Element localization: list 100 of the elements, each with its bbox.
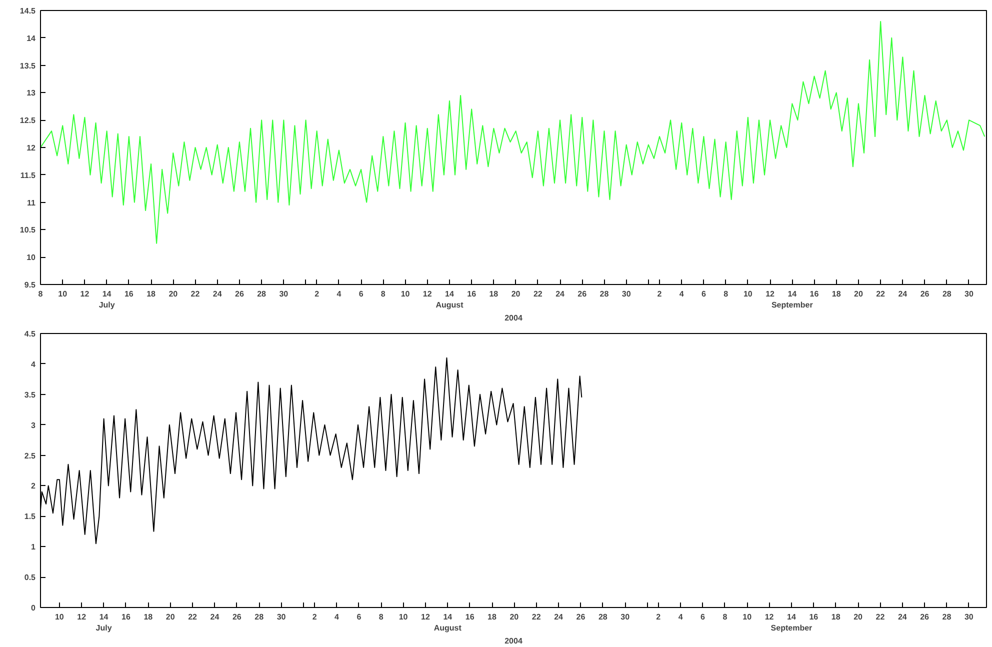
x-tick-label: 16 xyxy=(465,612,475,622)
x-tick-label: 4 xyxy=(336,290,342,298)
x-tick-label: 10 xyxy=(398,612,408,622)
x-tick-label: 16 xyxy=(810,290,820,298)
x-tick-label: 2 xyxy=(657,290,662,298)
x-tick-label: 30 xyxy=(622,290,632,298)
x-tick-label: 10 xyxy=(742,612,752,622)
x-tick-label: 28 xyxy=(942,290,952,298)
x-tick-label: 18 xyxy=(488,612,498,622)
x-tick-label: 26 xyxy=(920,290,930,298)
x-tick-label: 20 xyxy=(854,290,864,298)
x-tick-label: 28 xyxy=(600,290,610,298)
x-tick-label: 24 xyxy=(554,612,564,622)
x-tick-label: 26 xyxy=(232,612,242,622)
x-tick-label: 18 xyxy=(144,612,154,622)
y-tick-label: 4 xyxy=(31,360,36,369)
x-tick-label: 4 xyxy=(334,612,340,622)
x-tick-label: 14 August xyxy=(436,290,464,310)
x-tick-label: 18 xyxy=(146,290,156,298)
x-tick-label: 24 xyxy=(556,290,566,298)
x-tick-label: 22 xyxy=(876,612,886,622)
x-tick-label: 14 July xyxy=(96,612,112,632)
x-tick-label: 4 xyxy=(678,612,684,622)
x-tick-label: 16 xyxy=(122,612,131,622)
y-tick-label: 12.5 xyxy=(20,116,36,126)
x-tick-label: 22 xyxy=(533,290,543,298)
x-tick-label: 12 xyxy=(80,290,90,298)
y-tick-label: 11.5 xyxy=(20,170,36,180)
x-tick-label: 18 xyxy=(831,612,841,622)
x-tick-label: 24 xyxy=(898,290,908,298)
x-tick-label: 8 xyxy=(722,612,728,622)
x-tick-label: 28 xyxy=(257,290,267,298)
x-tick-label: 22 xyxy=(532,612,542,622)
x-tick-label: 8 xyxy=(378,612,384,622)
x-tick-label: 22 xyxy=(876,290,886,298)
x-tick-label: 4 xyxy=(679,290,684,298)
x-tick-label: 16 xyxy=(467,290,477,298)
y-tick-label: 13.5 xyxy=(20,61,36,70)
y-tick-label: 11 xyxy=(27,198,36,208)
x-tick-label: 14 August xyxy=(434,612,462,632)
x-tick-label: 2 xyxy=(656,612,662,622)
x-tick-label: 22 xyxy=(188,612,198,622)
y-tick-label: 2.5 xyxy=(24,451,36,460)
x-tick-label: 30 xyxy=(964,290,974,298)
x-axis-title: 2004 xyxy=(504,636,523,646)
x-tick-label: 26 xyxy=(578,290,588,298)
x-tick-label: 18 xyxy=(489,290,499,298)
x-tick-label: 2 xyxy=(314,290,320,298)
x-tick-label: 6 xyxy=(356,612,362,622)
x-tick-label: 24 xyxy=(210,612,220,622)
y-tick-label: 14.5 xyxy=(20,6,36,16)
x-tick-label: 22 xyxy=(190,290,200,298)
x-tick-label: 12 xyxy=(766,290,776,298)
x-tick-label: 16 xyxy=(124,290,134,298)
x-tick-label: 8 xyxy=(724,290,729,298)
y-tick-label: 12 xyxy=(26,144,36,152)
x-tick-label: 28 xyxy=(942,612,952,622)
x-tick-label: 12 xyxy=(422,290,432,298)
y-tick-label: 13 xyxy=(26,88,36,98)
x-tick-label: 30 xyxy=(964,612,974,622)
x-tick-label: 26 xyxy=(920,612,930,622)
x-tick-label: 12 xyxy=(764,612,774,622)
x-tick-label: 24 xyxy=(898,612,908,622)
x-tick-label: 18 xyxy=(832,290,842,298)
x-tick-label: 14 July xyxy=(98,290,116,310)
y-tick-label: 3 xyxy=(31,420,36,430)
y-tick-label: 0 xyxy=(31,604,36,612)
x-tick-label: 28 xyxy=(254,612,264,622)
y-tick-label: 2 xyxy=(31,482,36,491)
x-tick-label: 2 xyxy=(312,612,318,622)
x-tick-label: 30 xyxy=(276,612,286,622)
x-tick-label: 10 xyxy=(743,290,753,298)
y-tick-label: 14 xyxy=(26,34,36,43)
x-tick-label: 30 xyxy=(620,612,630,622)
line-series xyxy=(40,357,582,544)
x-tick-label: 20 xyxy=(854,612,864,622)
x-tick-label: 6 xyxy=(700,612,706,622)
y-tick-label: 10.5 xyxy=(20,226,36,235)
y-tick-label: 9.5 xyxy=(24,280,36,290)
x-tick-label: 26 xyxy=(235,290,244,298)
x-tick-label: 8 xyxy=(38,290,44,298)
y-tick-label: 3.5 xyxy=(24,390,36,400)
x-tick-label: 8 xyxy=(380,290,386,298)
y-tick-label: 1 xyxy=(31,542,36,552)
y-tick-label: 10 xyxy=(26,253,36,262)
x-tick-label: 30 xyxy=(279,290,289,298)
x-axis-title: 2004 xyxy=(504,313,523,322)
x-tick-label: 24 xyxy=(212,290,222,298)
line-series xyxy=(40,20,986,244)
x-tick-label: 28 xyxy=(598,612,608,622)
x-tick-label: 20 xyxy=(511,290,521,298)
x-tick-label: 26 xyxy=(576,612,586,622)
x-tick-label: 12 xyxy=(421,612,430,622)
x-tick-label: 16 xyxy=(809,612,819,622)
x-tick-label: 6 xyxy=(358,290,364,298)
x-tick-label: 20 xyxy=(510,612,520,622)
x-tick-label: 20 xyxy=(166,612,176,622)
x-tick-label: 10 xyxy=(55,612,64,622)
y-tick-label: 1.5 xyxy=(24,512,36,522)
x-tick-label: 20 xyxy=(168,290,178,298)
